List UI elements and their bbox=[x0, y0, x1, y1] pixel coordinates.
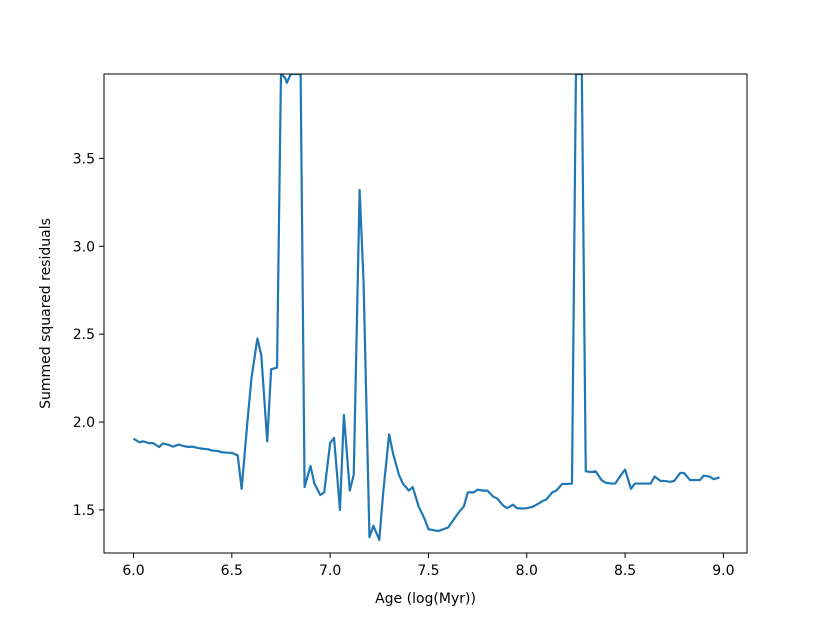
x-tick-label: 6.0 bbox=[122, 563, 144, 579]
x-tick-label: 7.0 bbox=[319, 563, 341, 579]
x-tick-label: 7.5 bbox=[417, 563, 439, 579]
y-tick-label: 1.5 bbox=[73, 503, 95, 519]
axes: 6.0 6.5 7.0 7.5 8.0 8.5 9.0 1.5 2.0 2.5 3.0 3.5 bbox=[73, 73, 748, 579]
y-tick-label: 2.5 bbox=[73, 327, 95, 343]
x-tick-label: 8.5 bbox=[614, 563, 636, 579]
x-tick-label: 9.0 bbox=[712, 563, 734, 579]
axes-frame bbox=[103, 73, 748, 554]
series-line-0 bbox=[132, 74, 720, 541]
y-tick-label: 3.0 bbox=[73, 239, 95, 255]
y-tick-label: 3.5 bbox=[73, 151, 95, 167]
y-tick-label: 2.0 bbox=[73, 415, 95, 431]
y-axis-label: Summed squared residuals bbox=[38, 218, 54, 409]
x-axis-label: Age (log(Myr)) bbox=[375, 591, 476, 607]
plot-area bbox=[132, 74, 720, 541]
x-tick-label: 8.0 bbox=[516, 563, 538, 579]
x-tick-label: 6.5 bbox=[221, 563, 243, 579]
